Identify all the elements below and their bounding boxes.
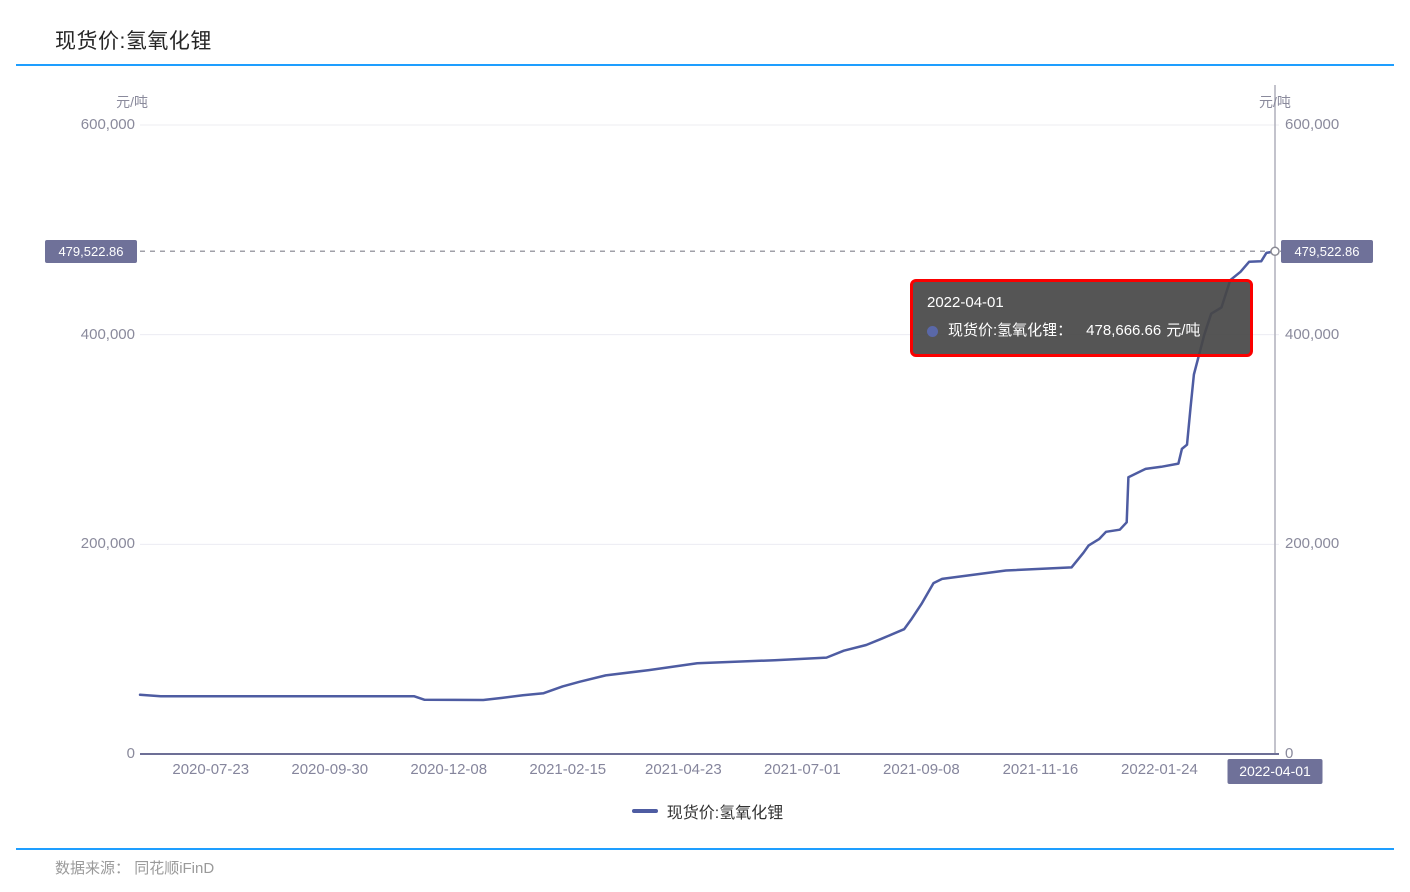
y-axis-tick-label: 400,000 [1285,325,1340,343]
legend-line-icon [631,809,658,813]
y-axis-tick-label: 400,000 [80,325,135,343]
x-axis-tick-label: 2021-11-16 [1002,761,1079,778]
x-axis-tick-label: 2020-12-08 [410,761,488,778]
markline-value-badge-left: 479,522.86 [45,239,137,263]
y-axis-tick-label: 600,000 [1285,116,1340,133]
markline-value-badge-right: 479,522.86 [1281,239,1373,263]
x-axis-highlight-badge: 2022-04-01 [1227,759,1323,784]
tooltip-series-row: 现货价:氢氧化锂： 478,666.66 元/吨 [927,321,1236,341]
x-axis-tick-label: 2020-09-30 [291,761,369,778]
y-axis-tick-label: 0 [1285,745,1294,762]
tooltip-series-label: 现货价:氢氧化锂： [948,322,1073,339]
chart-tooltip: 2022-04-01 现货价:氢氧化锂： 478,666.66 元/吨 [910,279,1253,357]
bottom-divider [16,848,1394,850]
tooltip-value: 478,666.66 [1086,322,1162,339]
legend-item[interactable]: 现货价:氢氧化锂 [140,799,1275,823]
tooltip-date: 2022-04-01 [927,294,1004,311]
data-source: 数据来源： 同花顺iFinD [55,857,214,878]
legend-label: 现货价:氢氧化锂 [666,805,784,822]
y-axis-unit-right: 元/吨 [1259,94,1291,110]
tooltip-unit: 元/吨 [1166,322,1201,339]
x-axis-tick-label: 2020-07-23 [172,761,250,778]
x-axis-tick-label: 2021-07-01 [763,761,841,778]
x-axis-tick-label: 2021-04-23 [644,761,722,778]
x-axis-tick-label: 2022-01-24 [1121,761,1198,778]
top-divider [16,64,1394,66]
x-axis-tick-label: 2021-09-08 [883,761,960,778]
page-title: 现货价:氢氧化锂 [55,30,212,53]
y-axis-tick-label: 600,000 [80,116,135,133]
y-axis-tick-label: 200,000 [80,535,135,553]
y-axis-tick-label: 0 [126,745,135,762]
y-axis-unit-left: 元/吨 [116,94,148,110]
series-marker-dot-icon [927,325,938,337]
y-axis-tick-label: 200,000 [1285,535,1340,553]
last-point-marker [1270,246,1280,257]
data-source-label: 数据来源： [55,860,131,877]
data-source-value: 同花顺iFinD [134,860,215,877]
x-axis-tick-label: 2021-02-15 [529,761,607,778]
